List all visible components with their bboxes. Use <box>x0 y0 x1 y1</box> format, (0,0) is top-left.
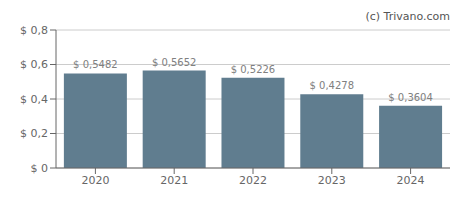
svg-text:2023: 2023 <box>318 174 346 187</box>
svg-text:$ 0,2: $ 0,2 <box>20 127 48 140</box>
svg-text:2022: 2022 <box>239 174 267 187</box>
svg-text:2024: 2024 <box>397 174 425 187</box>
svg-text:$ 0,4278: $ 0,4278 <box>310 80 355 91</box>
svg-text:$ 0,5482: $ 0,5482 <box>73 59 118 70</box>
svg-text:2020: 2020 <box>81 174 109 187</box>
svg-text:$ 0,3604: $ 0,3604 <box>388 92 433 103</box>
svg-text:$ 0,6: $ 0,6 <box>20 58 48 71</box>
svg-text:$ 0,4: $ 0,4 <box>20 93 48 106</box>
svg-text:$ 0,8: $ 0,8 <box>20 24 48 37</box>
html-text:(c) Trivano.com: (c) Trivano.com <box>365 10 450 23</box>
svg-text:$ 0,5226: $ 0,5226 <box>231 64 276 75</box>
svg-text:2021: 2021 <box>160 174 188 187</box>
svg-text:$ 0,5652: $ 0,5652 <box>152 57 197 68</box>
svg-text:$ 0: $ 0 <box>31 162 49 175</box>
